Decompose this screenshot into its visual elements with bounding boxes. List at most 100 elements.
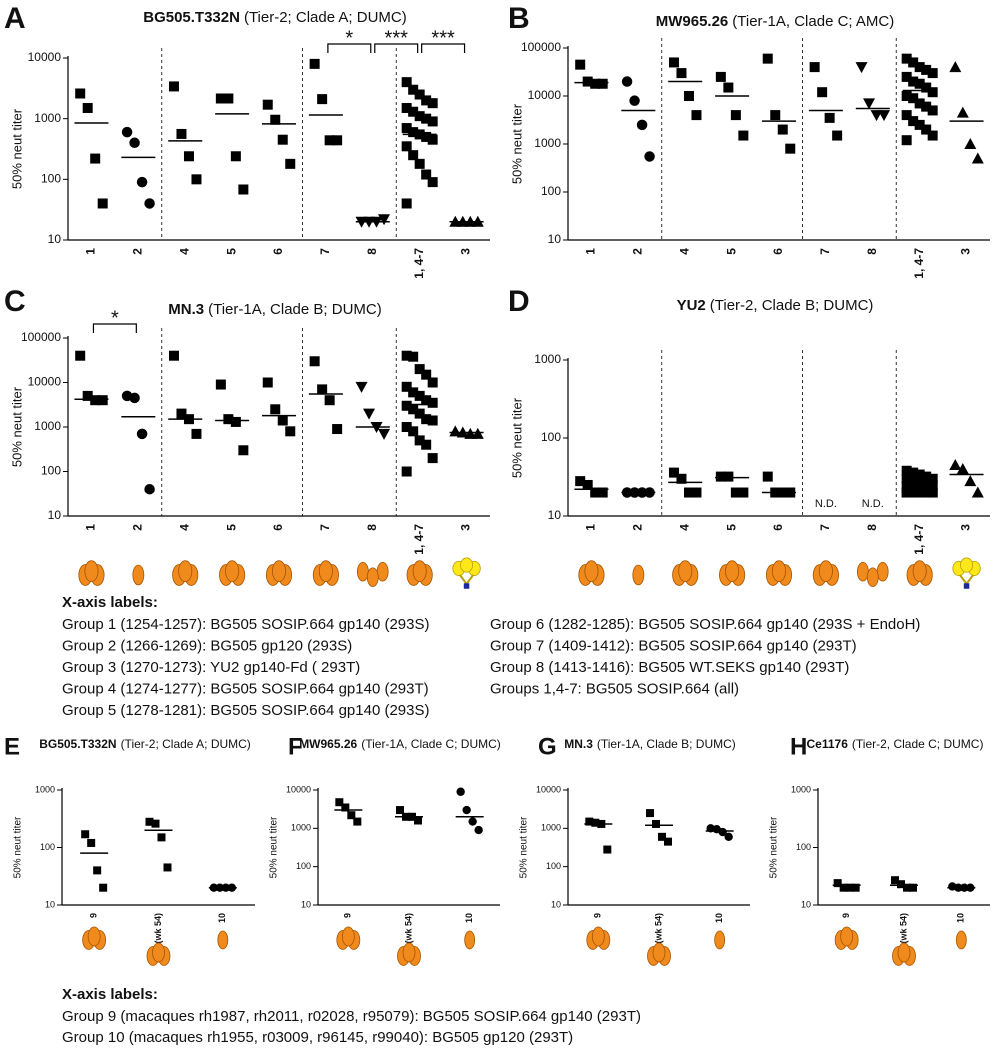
icon-lobe <box>341 926 355 947</box>
panel-title: YU2 (Tier-2, Clade B; DUMC) <box>677 297 874 314</box>
icon-lobe <box>955 930 967 950</box>
data-point <box>408 387 419 398</box>
title-main: BG505.T332N <box>143 9 240 26</box>
data-point <box>668 467 679 478</box>
icon-lobe <box>318 560 333 583</box>
data-point <box>956 106 969 118</box>
y-tick-label: 100 <box>541 184 561 198</box>
icon-lobe <box>84 560 99 583</box>
x-tick-label: 10 <box>217 913 227 923</box>
data-point <box>921 471 932 482</box>
data-point <box>270 114 281 125</box>
data-point <box>427 98 438 109</box>
data-point <box>590 78 601 89</box>
y-tick-label: 10 <box>48 232 62 246</box>
y-tick-label: 100 <box>546 861 561 871</box>
x-tick-label: 1, 4-7 <box>912 524 926 555</box>
data-point <box>878 110 891 122</box>
panel-letter: A <box>4 2 26 35</box>
icon-lobe <box>271 560 286 583</box>
x-tick-label: 5 <box>724 524 738 531</box>
x-tick-label: 6 <box>271 248 285 255</box>
data-point <box>715 71 726 82</box>
icon <box>856 561 889 587</box>
legend-line: Group 10 (macaques rh1955, r03009, r9614… <box>62 1029 573 1046</box>
data-point <box>401 77 412 88</box>
data-point <box>427 397 438 408</box>
title-main: MN.3 <box>168 301 204 318</box>
data-point <box>591 818 600 827</box>
y-tick-label: 100 <box>796 842 811 852</box>
icon <box>336 926 361 950</box>
data-point <box>277 134 288 145</box>
x-tick-label: 6 <box>771 524 785 531</box>
data-point <box>646 809 654 818</box>
panel-letter: H <box>790 733 807 760</box>
data-point <box>230 151 241 162</box>
panel-title: BG505.T332N (Tier-2; Clade A; DUMC) <box>39 737 251 751</box>
icon-stalk <box>459 574 474 586</box>
panel-title: Ce1176 (Tier-2, Clade C; DUMC) <box>807 737 984 751</box>
data-point <box>145 817 154 826</box>
data-point <box>157 833 166 842</box>
icon <box>217 930 229 950</box>
data-point <box>90 395 101 406</box>
data-point <box>914 98 925 109</box>
data-point <box>777 124 788 135</box>
data-point <box>285 158 296 169</box>
legend-line: Groups 1,4-7: BG505 SOSIP.664 (all) <box>490 680 739 697</box>
data-point <box>914 476 925 487</box>
data-point <box>408 84 419 95</box>
data-point <box>151 819 160 828</box>
icon-lobe <box>366 567 379 587</box>
data-point <box>683 487 694 498</box>
data-point <box>262 99 273 110</box>
data-point <box>332 135 343 146</box>
data-point <box>421 113 432 124</box>
data-point <box>408 426 419 437</box>
icon-lobe <box>856 561 869 582</box>
data-point <box>414 364 425 375</box>
data-point <box>191 174 202 185</box>
panel-letter: F <box>288 733 303 760</box>
data-point <box>396 806 404 815</box>
y-tick-label: 100000 <box>21 330 61 344</box>
data-point <box>575 59 586 70</box>
data-point <box>901 71 912 82</box>
data-point <box>401 400 412 411</box>
panel-title: BG505.T332N (Tier-2; Clade A; DUMC) <box>143 9 407 26</box>
legend-heading: X-axis labels: <box>62 594 158 611</box>
y-tick-label: 1000 <box>791 784 811 794</box>
data-point <box>724 832 733 842</box>
panel-letter: E <box>4 733 20 760</box>
y-tick-label: 10000 <box>286 784 311 794</box>
icon-lobe <box>402 942 416 963</box>
title-main: BG505.T332N <box>39 737 116 751</box>
icon <box>834 926 859 950</box>
x-tick-label: 4 <box>677 524 691 531</box>
x-tick-label: 4 <box>177 248 191 255</box>
data-point <box>223 414 234 425</box>
title-sub: (Tier-2, Clade B; DUMC) <box>710 297 874 314</box>
data-point <box>144 198 155 209</box>
legend-heading: X-axis labels: <box>62 986 158 1003</box>
significance-label: * <box>345 27 353 49</box>
icon <box>172 560 199 586</box>
y-tick-label: 10000 <box>528 88 562 102</box>
data-point <box>81 830 90 839</box>
x-tick-label: 7 <box>818 248 832 255</box>
y-tick-label: 10 <box>548 232 562 246</box>
data-point <box>421 414 432 425</box>
y-tick-label: 10 <box>45 899 55 909</box>
icon <box>719 560 746 586</box>
title-main: Ce1176 <box>807 737 849 751</box>
x-tick-label: 1 <box>584 248 598 255</box>
icon-lobe <box>356 561 369 582</box>
y-axis-label: 50% neut titer <box>509 103 524 184</box>
data-point <box>401 381 412 392</box>
data-point <box>90 153 101 164</box>
x-tick-label: 4 <box>177 524 191 531</box>
y-axis-label: 50% neut titer <box>769 816 780 878</box>
data-point <box>317 384 328 395</box>
